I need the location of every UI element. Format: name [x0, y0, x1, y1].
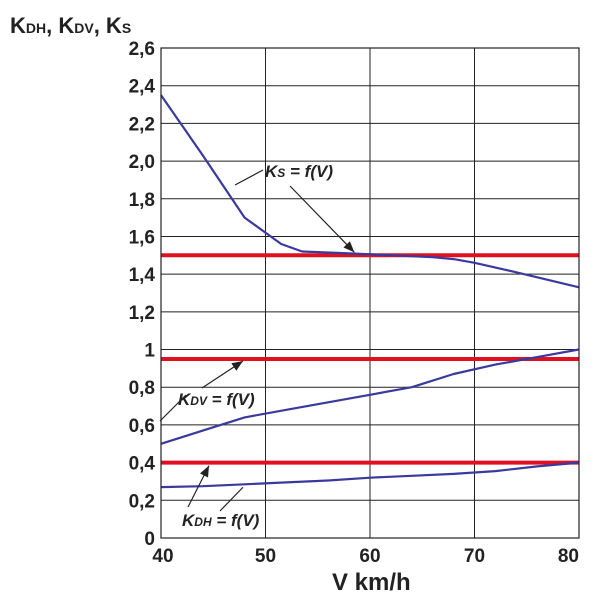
leader-line	[159, 394, 187, 422]
y-tick-label: 1,2	[129, 303, 155, 324]
leader-line	[289, 185, 355, 253]
x-tick-label: 60	[359, 546, 380, 567]
annotation-kdh: KDH = f(V)	[182, 511, 260, 530]
y-tick-label: 1,8	[129, 190, 155, 211]
series-line-kdh	[160, 461, 580, 489]
y-tick-label: 2,2	[129, 114, 155, 135]
y-tick-label: 0,8	[129, 378, 155, 399]
arrow-head	[231, 360, 243, 371]
y-tick-label: 0,6	[129, 416, 155, 437]
y-tick-label: 2,4	[129, 77, 156, 98]
y-tick-label: 0,2	[129, 491, 155, 512]
y-tick-label: 0	[144, 529, 155, 550]
y-tick-label: 2,6	[129, 39, 155, 60]
arrow-head	[343, 241, 355, 253]
y-tick-label: 1	[144, 341, 155, 362]
x-tick-label: 70	[464, 546, 485, 567]
y-tick-label: 1,4	[129, 265, 156, 286]
arrow-head	[200, 465, 209, 478]
leader-line	[234, 169, 264, 186]
y-axis-label: KDH, KDV, KS	[10, 13, 131, 38]
leader-line	[219, 486, 244, 512]
y-tick-label: 0,4	[129, 454, 156, 475]
x-tick-label: 80	[558, 546, 579, 567]
annotation-ks: KS = f(V)	[265, 162, 333, 181]
x-axis-label: V km/h	[332, 569, 411, 596]
series-line-ks	[160, 94, 580, 289]
y-tick-labels: 0 0,2 0,4 0,6 0,8 1 1,2 1,4 1,6 1,8 2,0 2,2 2,4 2,6	[129, 39, 156, 550]
x-tick-labels: 40 50 60 70 80	[152, 546, 579, 567]
annotation-kdv: KDV = f(V)	[178, 390, 255, 409]
x-tick-label: 40	[152, 546, 173, 567]
series-lines	[160, 94, 580, 489]
series-line-kdv	[160, 348, 580, 445]
annotation-arrows	[159, 169, 355, 512]
y-tick-label: 2,0	[129, 152, 155, 173]
plot-frame	[160, 47, 580, 539]
y-tick-label: 1,6	[129, 227, 155, 248]
x-tick-label: 50	[255, 546, 276, 567]
